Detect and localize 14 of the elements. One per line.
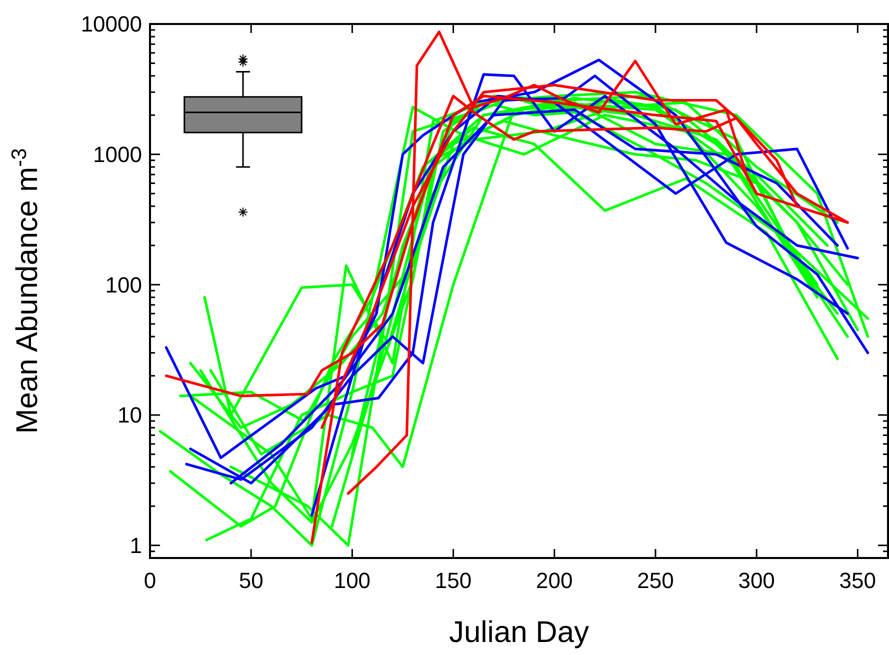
y-tick-label: 1000 (93, 142, 142, 168)
x-tick-label: 150 (434, 568, 472, 593)
y-tick-label: 10 (118, 402, 142, 428)
x-tick-label: 250 (637, 568, 674, 593)
x-tick-label: 300 (738, 568, 775, 593)
y-tick-label: 1 (130, 533, 142, 558)
x-tick-label: 100 (334, 568, 371, 593)
x-axis-title: Julian Day (448, 616, 590, 649)
x-tick-label: 50 (238, 568, 264, 593)
y-tick-label: 100 (105, 272, 142, 298)
y-tick-label: 10000 (80, 12, 142, 37)
x-tick-label: 200 (536, 568, 573, 593)
x-tick-label: 0 (144, 568, 156, 593)
x-tick-label: 350 (839, 568, 876, 593)
